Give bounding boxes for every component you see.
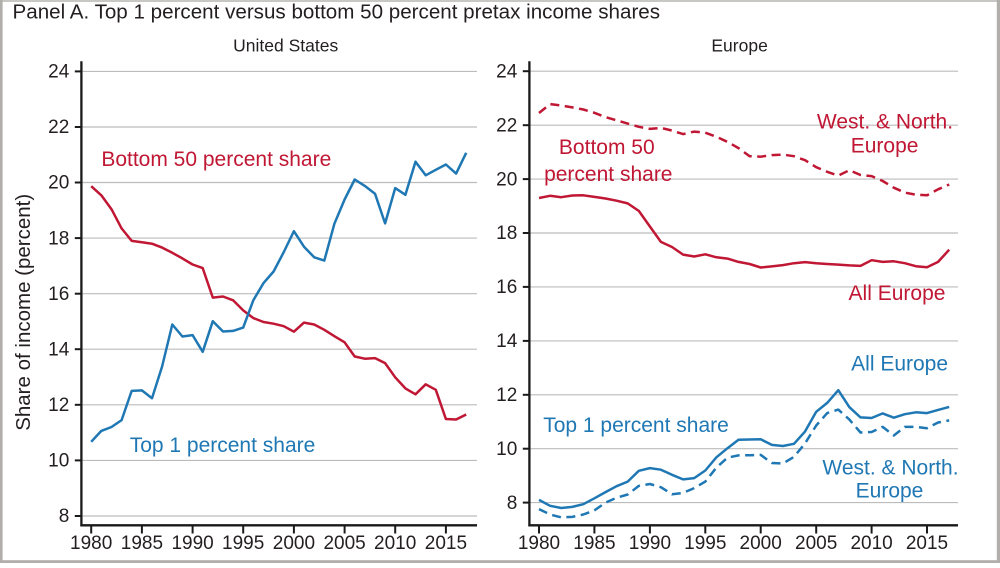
svg-text:West. & North.: West. & North. bbox=[817, 111, 953, 134]
svg-text:12: 12 bbox=[48, 395, 69, 416]
svg-text:14: 14 bbox=[496, 331, 518, 352]
svg-text:percent share: percent share bbox=[544, 163, 672, 186]
svg-text:2010: 2010 bbox=[850, 533, 892, 554]
svg-text:1990: 1990 bbox=[171, 533, 213, 554]
svg-text:Panel A. Top 1 percent versus: Panel A. Top 1 percent versus bottom 50 … bbox=[13, 1, 661, 24]
svg-text:Bottom 50 percent share: Bottom 50 percent share bbox=[101, 148, 331, 171]
svg-text:20: 20 bbox=[48, 173, 69, 194]
svg-text:8: 8 bbox=[59, 506, 70, 527]
svg-text:2000: 2000 bbox=[740, 533, 782, 554]
svg-text:14: 14 bbox=[48, 339, 70, 360]
svg-text:1995: 1995 bbox=[684, 533, 726, 554]
svg-text:1980: 1980 bbox=[518, 533, 560, 554]
svg-text:2005: 2005 bbox=[795, 533, 837, 554]
svg-text:16: 16 bbox=[48, 284, 69, 305]
svg-text:All Europe: All Europe bbox=[851, 353, 948, 376]
svg-text:Europe: Europe bbox=[856, 480, 924, 503]
svg-text:22: 22 bbox=[496, 115, 517, 136]
svg-text:Bottom 50: Bottom 50 bbox=[559, 136, 655, 159]
svg-text:2015: 2015 bbox=[906, 533, 948, 554]
svg-text:Top 1 percent share: Top 1 percent share bbox=[543, 414, 729, 437]
svg-text:Europe: Europe bbox=[711, 35, 767, 55]
svg-text:2000: 2000 bbox=[273, 533, 315, 554]
svg-text:United States: United States bbox=[233, 35, 338, 55]
svg-text:24: 24 bbox=[496, 62, 518, 83]
svg-text:Europe: Europe bbox=[851, 135, 919, 158]
svg-text:1990: 1990 bbox=[629, 533, 671, 554]
svg-text:All Europe: All Europe bbox=[849, 282, 946, 305]
svg-text:10: 10 bbox=[48, 451, 69, 472]
svg-text:10: 10 bbox=[496, 439, 517, 460]
svg-text:8: 8 bbox=[507, 493, 518, 514]
svg-text:2010: 2010 bbox=[374, 533, 416, 554]
svg-text:Share of income (percent): Share of income (percent) bbox=[12, 194, 35, 431]
svg-text:2005: 2005 bbox=[323, 533, 365, 554]
svg-text:1980: 1980 bbox=[70, 533, 112, 554]
svg-text:Top 1 percent share: Top 1 percent share bbox=[130, 434, 316, 457]
svg-text:1995: 1995 bbox=[222, 533, 264, 554]
svg-text:1985: 1985 bbox=[573, 533, 615, 554]
svg-text:12: 12 bbox=[496, 385, 517, 406]
svg-text:18: 18 bbox=[496, 223, 517, 244]
svg-text:18: 18 bbox=[48, 228, 69, 249]
svg-text:West. & North.: West. & North. bbox=[822, 457, 958, 480]
svg-text:16: 16 bbox=[496, 277, 517, 298]
svg-text:1985: 1985 bbox=[121, 533, 163, 554]
svg-text:2015: 2015 bbox=[425, 533, 467, 554]
svg-text:20: 20 bbox=[496, 169, 517, 190]
svg-text:24: 24 bbox=[48, 62, 70, 83]
svg-text:22: 22 bbox=[48, 117, 69, 138]
